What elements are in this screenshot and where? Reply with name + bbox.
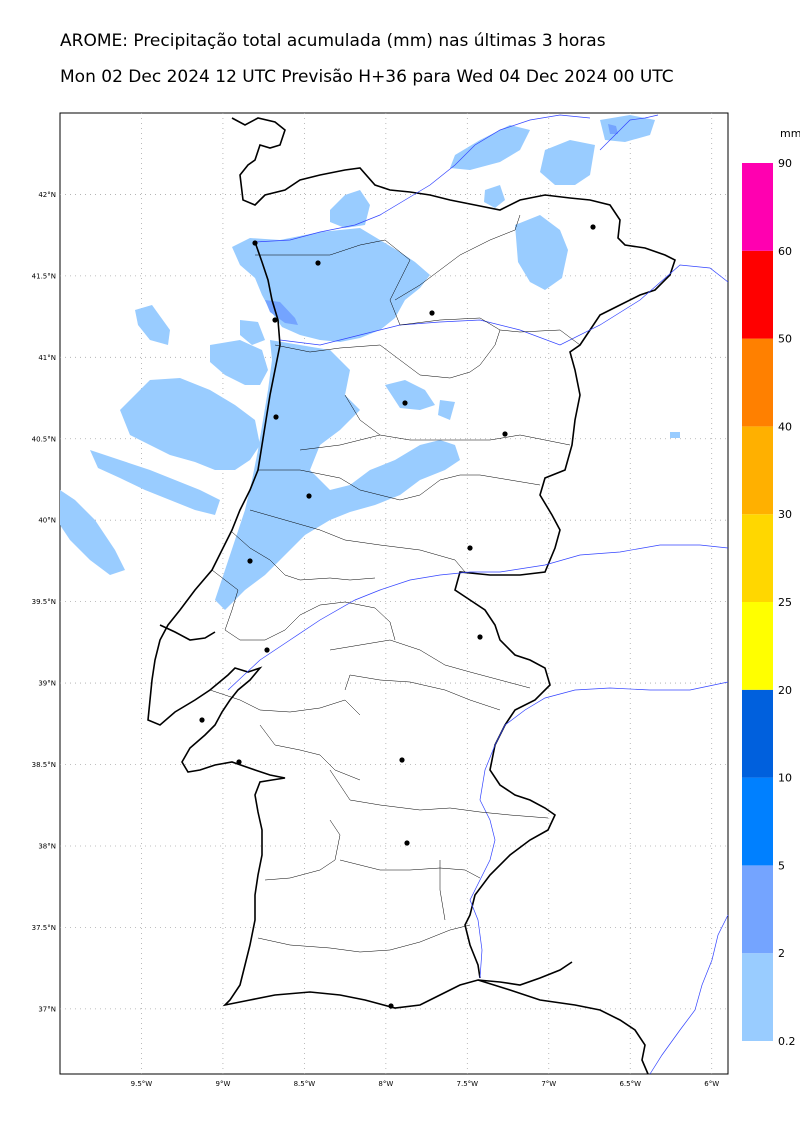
map-subtitle: Mon 02 Dec 2024 12 UTC Previsão H+36 par… [60, 67, 674, 87]
colorbar-label: 5 [778, 859, 785, 872]
colorbar-segment [742, 426, 773, 515]
city-marker [467, 545, 473, 551]
lat-label: 37.5°N [32, 924, 56, 932]
lon-label: 8°W [378, 1080, 393, 1088]
lat-label: 39°N [38, 680, 56, 688]
colorbar-label: 10 [778, 772, 792, 785]
colorbar-segment [742, 689, 773, 778]
colorbar-label: 20 [778, 684, 792, 697]
lon-label: 8.5°W [294, 1080, 316, 1088]
lat-label: 40.5°N [32, 435, 56, 443]
map-frame [59, 112, 729, 1075]
country-borders [147, 117, 676, 1075]
city-marker [399, 757, 405, 763]
colorbar-label: 0.2 [778, 1035, 796, 1048]
city-markers [199, 224, 596, 1009]
city-marker [429, 310, 435, 316]
colorbar-segment [742, 250, 773, 339]
colorbar-segment [742, 602, 773, 690]
colorbar-segment [742, 338, 773, 427]
city-marker [477, 634, 483, 640]
rivers [227, 114, 729, 1075]
city-marker [502, 431, 508, 437]
colorbar-label: 30 [778, 508, 792, 521]
colorbar-unit: mm [780, 127, 800, 140]
lon-label: 7°W [541, 1080, 556, 1088]
city-marker [236, 759, 242, 765]
colorbar-segment [742, 163, 773, 251]
lon-label: 9.5°W [131, 1080, 153, 1088]
colorbar-segment [742, 777, 773, 866]
colorbar-label: 40 [778, 420, 792, 433]
district-boundaries [209, 214, 581, 953]
lon-label: 7.5°W [457, 1080, 479, 1088]
city-marker [402, 400, 408, 406]
lat-label: 42°N [38, 191, 56, 199]
city-marker [252, 240, 258, 246]
colorbar-label: 90 [778, 157, 792, 170]
city-marker [590, 224, 596, 230]
colorbar-label: 60 [778, 245, 792, 258]
city-marker [404, 840, 410, 846]
city-marker [306, 493, 312, 499]
lon-label: 6°W [704, 1080, 719, 1088]
colorbar-segment [742, 514, 773, 602]
lat-label: 38°N [38, 842, 56, 850]
map-title: AROME: Precipitação total acumulada (mm)… [60, 31, 606, 51]
lat-label: 41°N [38, 354, 56, 362]
latitude-labels: 42°N 41.5°N 41°N 40.5°N 40°N 39.5°N 39°N 38.5°N… [32, 191, 56, 1013]
lat-label: 39.5°N [32, 598, 56, 606]
precipitation-area-light [60, 115, 680, 610]
city-marker [247, 558, 253, 564]
lat-label: 40°N [38, 517, 56, 525]
colorbar-label: 50 [778, 333, 792, 346]
colorbar-segment [742, 865, 773, 954]
colorbar-segment [742, 953, 773, 1041]
precipitation-area-2mm-north [608, 124, 618, 134]
lon-label: 6.5°W [619, 1080, 641, 1088]
colorbar-label: 2 [778, 947, 785, 960]
city-marker [264, 647, 270, 653]
city-marker [388, 1003, 394, 1009]
city-marker [199, 717, 205, 723]
colorbar-label: 25 [778, 596, 792, 609]
lon-label: 9°W [215, 1080, 230, 1088]
city-marker [272, 317, 278, 323]
city-marker [315, 260, 321, 266]
longitude-labels: 9.5°W 9°W 8.5°W 8°W 7.5°W 7°W 6.5°W 6°W [131, 1080, 720, 1088]
lat-label: 38.5°N [32, 761, 56, 769]
city-marker [273, 414, 279, 420]
lat-label: 37°N [38, 1005, 56, 1013]
lat-label: 41.5°N [32, 272, 56, 280]
